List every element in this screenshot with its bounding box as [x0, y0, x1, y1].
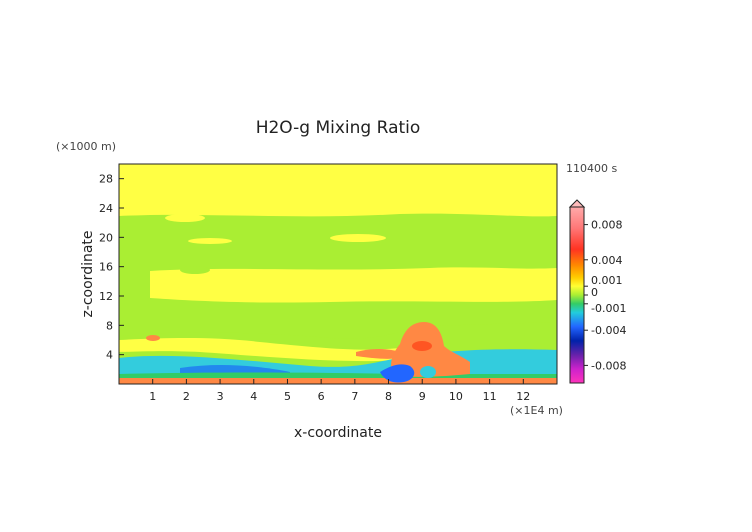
x-tick-label: 10: [449, 390, 463, 403]
x-tick-label: 6: [318, 390, 325, 403]
heatmap-field: [119, 164, 557, 384]
time-label: 110400 s: [566, 162, 617, 175]
y-tick-label: 8: [106, 319, 113, 332]
colorbar-label: -0.008: [591, 359, 626, 372]
x-axis: 1 2 3 4 5 6 7 8 9 10 11 12: [149, 379, 530, 403]
x-tick-label: 7: [351, 390, 358, 403]
colorbar-label: -0.001: [591, 302, 626, 315]
y-tick-label: 4: [106, 349, 113, 362]
y-axis: 4 8 12 16 20 24 28: [99, 173, 124, 362]
x-tick-label: 11: [483, 390, 497, 403]
x-tick-label: 1: [149, 390, 156, 403]
colorbar: [569, 206, 585, 384]
y-tick-label: 28: [99, 173, 113, 186]
x-tick-label: 9: [419, 390, 426, 403]
colorbar-label: 0: [591, 286, 598, 299]
chart-title: H2O-g Mixing Ratio: [256, 118, 421, 138]
y-tick-label: 16: [99, 261, 113, 274]
x-tick-label: 3: [217, 390, 224, 403]
colorbar-label: 0.008: [591, 219, 623, 232]
x-tick-label: 4: [250, 390, 257, 403]
colorbar-label: 0.004: [591, 254, 623, 267]
plot-frame: [118, 163, 558, 385]
y-tick-label: 12: [99, 290, 113, 303]
x-tick-label: 5: [284, 390, 291, 403]
y-tick-label: 20: [99, 231, 113, 244]
colorbar-arrow-icon: [568, 199, 586, 208]
x-axis-label: x-coordinate: [294, 425, 382, 441]
colorbar-label: 0.001: [591, 274, 623, 287]
y-axis-label: z-coordinate: [80, 230, 96, 317]
x-tick-label: 2: [183, 390, 190, 403]
x-tick-label: 8: [385, 390, 392, 403]
x-unit-label: (×1E4 m): [510, 404, 563, 417]
x-tick-label: 12: [516, 390, 530, 403]
y-tick-label: 24: [99, 202, 113, 215]
y-unit-label: (×1000 m): [56, 140, 116, 153]
colorbar-label: -0.004: [591, 324, 626, 337]
